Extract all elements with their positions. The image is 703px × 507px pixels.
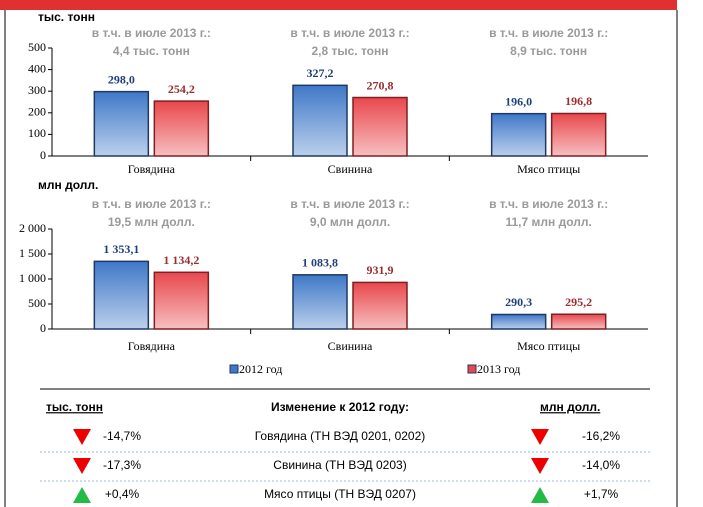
bar [153, 100, 210, 157]
y-tick-label: 0 [40, 321, 46, 335]
y-tick-label: 200 [28, 105, 46, 119]
trend-arrow [531, 458, 549, 474]
trend-arrow [73, 458, 91, 474]
bar [292, 274, 348, 330]
product-name: Говядина (ТН ВЭД 0201, 0202) [255, 429, 426, 443]
y-tick-label: 500 [28, 296, 46, 310]
x-tick-label: Говядина [128, 162, 176, 176]
unit-label: млн долл. [38, 178, 98, 192]
annotation: 8,9 тыс. тонн [510, 44, 587, 58]
right-change: -16,2% [582, 429, 620, 443]
trend-arrow [531, 429, 549, 445]
y-tick-label: 2 000 [19, 221, 46, 235]
value-label: 295,2 [565, 295, 592, 309]
left-change: -14,7% [103, 429, 141, 443]
value-label: 270,8 [367, 78, 394, 92]
legend-swatch [229, 364, 239, 374]
annotation: в т.ч. в июле 2013 г.: [290, 197, 409, 211]
legend-swatch [467, 364, 477, 374]
y-tick-label: 100 [28, 126, 46, 140]
product-name: Мясо птицы (ТН ВЭД 0207) [264, 487, 416, 501]
y-tick-label: 0 [40, 148, 46, 162]
annotation: в т.ч. в июле 2013 г.: [92, 26, 211, 40]
value-label: 196,8 [565, 94, 592, 108]
annotation: 11,7 млн долл. [505, 215, 591, 229]
annotation: 2,8 тыс. тонн [311, 44, 388, 58]
x-tick-label: Свинина [328, 162, 373, 176]
y-tick-label: 1 500 [19, 246, 46, 260]
legend-label: 2012 год [239, 362, 282, 376]
annotation: 9,0 млн долл. [310, 215, 390, 229]
bar [352, 281, 408, 330]
value-label: 254,2 [168, 82, 195, 96]
legend-label: 2013 год [477, 362, 520, 376]
value-label: 196,0 [505, 94, 532, 108]
x-tick-label: Мясо птицы [517, 339, 580, 353]
bar [490, 313, 547, 330]
trend-arrow [73, 487, 91, 503]
annotation: в т.ч. в июле 2013 г.: [290, 26, 409, 40]
unit-label: тыс. тонн [38, 10, 95, 24]
y-tick-label: 300 [28, 83, 46, 97]
annotation: в т.ч. в июле 2013 г.: [489, 26, 608, 40]
bar [490, 112, 547, 157]
value-label: 290,3 [505, 295, 532, 309]
bar [93, 260, 150, 330]
y-tick-label: 400 [28, 61, 46, 75]
value-label: 931,9 [367, 263, 394, 277]
x-tick-label: Свинина [328, 339, 373, 353]
value-label: 1 134,2 [163, 253, 199, 267]
bar [292, 84, 348, 157]
bar [153, 271, 210, 330]
x-tick-label: Говядина [128, 339, 176, 353]
x-tick-label: Мясо птицы [517, 162, 580, 176]
annotation: в т.ч. в июле 2013 г.: [92, 197, 211, 211]
trend-arrow [73, 429, 91, 445]
right-change: +1,7% [584, 487, 619, 501]
right-change: -14,0% [582, 458, 620, 472]
annotation: 19,5 млн долл. [108, 215, 195, 229]
table-header: млн долл. [540, 400, 600, 414]
y-tick-label: 1 000 [19, 271, 46, 285]
trend-arrow [531, 487, 549, 503]
value-label: 1 083,8 [302, 256, 338, 270]
annotation: в т.ч. в июле 2013 г.: [489, 197, 608, 211]
table-header: Изменение к 2012 году: [271, 400, 409, 414]
header-band [0, 0, 677, 10]
left-change: +0,4% [105, 487, 140, 501]
bar [550, 112, 607, 157]
value-label: 1 353,1 [103, 242, 139, 256]
value-label: 298,0 [108, 72, 135, 86]
product-name: Свинина (ТН ВЭД 0203) [273, 458, 406, 472]
annotation: 4,4 тыс. тонн [113, 44, 190, 58]
bar [550, 313, 607, 330]
left-change: -17,3% [103, 458, 141, 472]
bar [352, 96, 408, 157]
table-header: тыс. тонн [46, 400, 103, 414]
value-label: 327,2 [307, 66, 334, 80]
bar [93, 90, 150, 157]
y-tick-label: 500 [28, 40, 46, 54]
